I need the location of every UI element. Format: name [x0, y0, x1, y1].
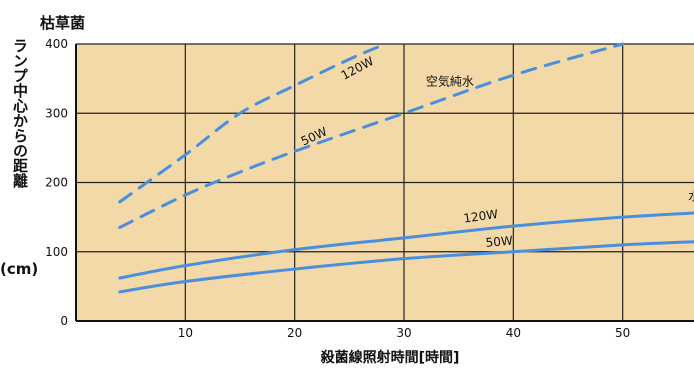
x-tick-label: 30: [396, 326, 411, 340]
series-line-50W-solid: [118, 240, 694, 294]
y-axis-unit: (cm): [0, 260, 38, 278]
y-axis-label: ランプ中心からの距離: [11, 38, 29, 189]
x-tick-label: 20: [287, 326, 302, 340]
y-tick-label: 200: [45, 176, 68, 190]
x-axis-label: 殺菌線照射時間[時間]: [320, 349, 460, 366]
chart-annotation: 120W: [463, 207, 500, 226]
y-tick-label: 0: [60, 314, 68, 328]
chart-annotation: 水道水: [688, 189, 694, 203]
x-tick-label: 40: [506, 326, 521, 340]
chart-annotation: 空気純水: [426, 74, 474, 89]
chart-annotation: 50W: [485, 234, 513, 250]
y-tick-label: 100: [45, 245, 68, 259]
x-tick-label: 50: [615, 326, 630, 340]
series-line-120W-solid: [118, 211, 694, 280]
series-line-120W-dashed: [118, 43, 384, 204]
y-tick-label: 300: [45, 106, 68, 120]
chart-title: 枯草菌: [40, 14, 85, 32]
series-line-50W-dashed: [118, 42, 625, 230]
y-tick-label: 400: [45, 37, 68, 51]
x-tick-label: 10: [178, 326, 193, 340]
